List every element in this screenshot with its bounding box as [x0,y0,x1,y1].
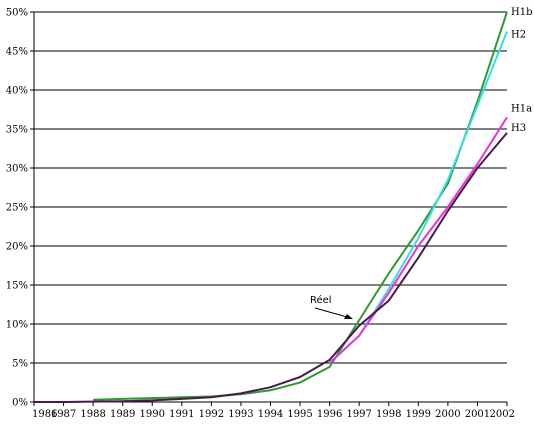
y-tick-label: 25% [6,203,28,214]
y-tick-label: 30% [6,164,28,175]
series-label-h1b: H1b [511,7,532,18]
annotation-reel: Réel [310,294,332,306]
x-tick-label: 1988 [80,409,105,420]
annotation-arrow [314,307,348,318]
y-tick-label: 40% [6,86,28,97]
series-labels: H1b H2 H1a H3 [511,7,532,134]
y-tick-label: 0% [12,398,28,409]
x-tick-label: 1997 [346,409,371,420]
x-tick-label: 1993 [228,409,253,420]
series-lines [34,11,508,403]
x-tick-label: 1986 [32,409,57,420]
y-tick-label: 50% [6,8,28,19]
x-tick-label: 1987 [51,409,76,420]
annotation-arrowhead [344,314,353,319]
y-tick-label: 35% [6,125,28,136]
series-line-h2 [328,31,508,364]
y-tick-label: 5% [12,359,28,370]
x-tick-label: 2000 [435,409,460,420]
x-tick-label: 1994 [258,409,283,420]
x-tick-label: 2001 [465,409,490,420]
x-tick-label: 2002 [490,409,515,420]
grid-lines [34,11,507,364]
x-tick-label: 1996 [317,409,342,420]
series-line-h3 [34,132,508,403]
series-label-h2: H2 [511,30,526,41]
y-tick-label: 15% [6,281,28,292]
x-tick-label: 1999 [406,409,431,420]
series-line-h1a [328,116,508,364]
x-tick-label: 1992 [199,409,224,420]
y-tick-label: 20% [6,242,28,253]
x-tick-label: 1990 [140,409,165,420]
y-tick-labels: 0% 5% 10% 15% 20% 25% 30% 35% 40% 45% 50% [6,8,34,409]
annotations: Réel [310,294,353,319]
y-tick-label: 10% [6,320,28,331]
x-tick-label: 1998 [376,409,401,420]
x-tick-label: 1995 [287,409,312,420]
series-line-h1b [93,11,508,401]
x-tick-label: 1989 [110,409,135,420]
y-tick-label: 45% [6,47,28,58]
x-tick-label: 1991 [169,409,194,420]
series-label-h1a: H1a [511,103,532,114]
series-label-h3: H3 [511,123,526,134]
